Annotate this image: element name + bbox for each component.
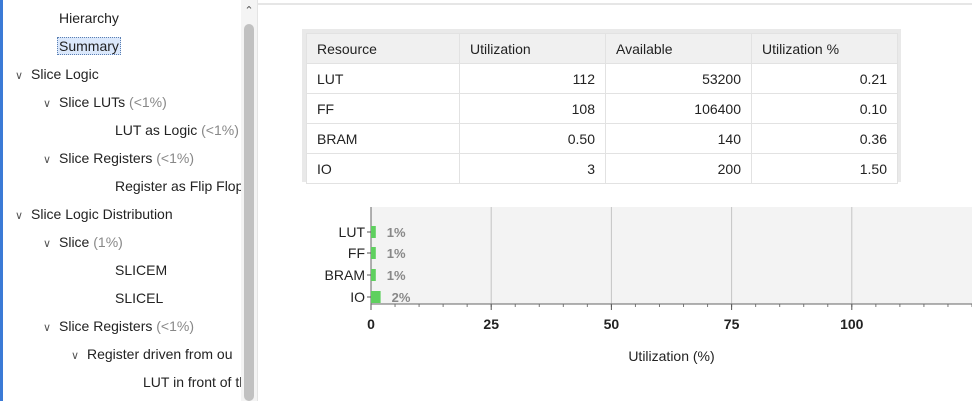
table-header-row: Resource Utilization Available Utilizati… xyxy=(306,33,898,64)
y-tick-label: BRAM xyxy=(325,267,365,283)
tree-item-label: Slice Logic Distribution xyxy=(31,206,173,222)
tree-item-label: Slice LUTs xyxy=(59,94,126,110)
tree-item-slice-logic-distribution[interactable]: ∨ Slice Logic Distribution xyxy=(15,201,173,227)
data-label: 1% xyxy=(387,268,406,283)
utilization-table: Resource Utilization Available Utilizati… xyxy=(306,33,898,184)
table-cell: 0.50 xyxy=(459,123,606,154)
x-tick-label: 50 xyxy=(604,316,620,332)
table-cell: IO xyxy=(306,153,460,184)
bar-io xyxy=(371,291,381,303)
expand-chevron-icon[interactable]: ∨ xyxy=(43,154,52,166)
table-cell: BRAM xyxy=(306,123,460,154)
table-cell: LUT xyxy=(306,63,460,94)
tree-item-label: SLICEL xyxy=(115,290,164,306)
tree-item-slicel[interactable]: SLICEL xyxy=(99,285,163,311)
tree-item-lut-as-logic[interactable]: LUT as Logic (<1%) xyxy=(99,117,239,143)
tree-item-label: Slice Logic xyxy=(31,66,99,82)
table-cell: FF xyxy=(306,93,460,124)
y-tick-label: LUT xyxy=(339,224,366,240)
table-cell: 3 xyxy=(459,153,606,184)
tree-item-label: Summary xyxy=(57,37,121,55)
tree-item-slice-registers[interactable]: ∨ Slice Registers (<1%) xyxy=(43,145,194,171)
x-axis-label: Utilization (%) xyxy=(628,348,714,364)
expand-chevron-icon[interactable]: ∨ xyxy=(15,210,24,222)
tree-item-register-as-flip-flop[interactable]: Register as Flip Flop (< xyxy=(99,173,241,199)
report-navigation-tree: Hierarchy Summary ∨ Slice Logic ∨ Slice LUTs … xyxy=(3,0,241,401)
table-cell: 140 xyxy=(605,123,752,154)
tree-item-label: LUT in front of the xyxy=(143,374,241,390)
tree-item-slice-luts[interactable]: ∨ Slice LUTs (<1%) xyxy=(43,89,167,115)
tree-item-label: Register driven from ou xyxy=(87,346,233,362)
tree-item-summary[interactable]: Summary xyxy=(43,33,121,59)
tree-item-hierarchy[interactable]: Hierarchy xyxy=(43,5,119,31)
data-label: 1% xyxy=(387,246,406,261)
y-tick-label: IO xyxy=(350,289,365,305)
tree-item-slice[interactable]: ∨ Slice (1%) xyxy=(43,229,123,255)
tree-item-label: Slice xyxy=(59,234,90,250)
table-cell: 0.36 xyxy=(751,123,898,154)
column-header-utilization-percent[interactable]: Utilization % xyxy=(751,33,898,64)
tree-item-slice-registers[interactable]: ∨ Slice Registers (<1%) xyxy=(43,313,194,339)
table-row[interactable]: LUT 112 53200 0.21 xyxy=(306,63,898,94)
table-row[interactable]: BRAM 0.50 140 0.36 xyxy=(306,123,898,154)
tree-item-percent: (<1%) xyxy=(152,150,194,166)
scroll-up-chevron-icon[interactable]: ⌃ xyxy=(244,5,254,17)
tree-item-label: Hierarchy xyxy=(59,10,119,26)
tree-item-percent: (<1%) xyxy=(197,122,239,138)
utilization-bar-chart: 0 25 50 75 100 LUT 1% FF 1% BRAM 1% IO 2% Utilization… xyxy=(325,207,972,364)
table-cell: 0.10 xyxy=(751,93,898,124)
expand-chevron-icon[interactable]: ∨ xyxy=(43,322,52,334)
expand-chevron-icon[interactable]: ∨ xyxy=(43,98,52,110)
x-tick-label: 25 xyxy=(483,316,499,332)
expand-chevron-icon[interactable]: ∨ xyxy=(71,350,80,362)
tree-item-percent: (1%) xyxy=(89,234,123,250)
top-separator xyxy=(258,3,972,5)
tree-item-percent: (<1%) xyxy=(125,94,167,110)
tree-item-slicem[interactable]: SLICEM xyxy=(99,257,167,283)
bar-ff xyxy=(371,247,376,259)
table-cell: 0.21 xyxy=(751,63,898,94)
x-tick-label: 75 xyxy=(724,316,740,332)
y-tick-label: FF xyxy=(348,245,365,261)
pane-divider[interactable] xyxy=(257,0,258,401)
tree-scrollbar[interactable]: ⌃ xyxy=(241,0,257,401)
bar-lut xyxy=(371,226,376,238)
table-cell: 108 xyxy=(459,93,606,124)
column-header-available[interactable]: Available xyxy=(605,33,752,64)
data-label: 1% xyxy=(387,225,406,240)
table-cell: 53200 xyxy=(605,63,752,94)
tree-item-label: Slice Registers xyxy=(59,150,153,166)
utilization-table-panel: Resource Utilization Available Utilizati… xyxy=(302,29,901,184)
tree-item-slice-logic[interactable]: ∨ Slice Logic xyxy=(15,61,99,87)
data-label: 2% xyxy=(392,290,411,305)
table-cell: 1.50 xyxy=(751,153,898,184)
tree-item-percent: (<1%) xyxy=(152,318,194,334)
table-cell: 200 xyxy=(605,153,752,184)
plot-area xyxy=(371,207,972,304)
scroll-thumb[interactable] xyxy=(244,24,254,401)
table-row[interactable]: FF 108 106400 0.10 xyxy=(306,93,898,124)
left-accent-bar xyxy=(0,0,3,401)
tree-item-label: Slice Registers xyxy=(59,318,153,334)
table-cell: 112 xyxy=(459,63,606,94)
x-tick-label: 0 xyxy=(367,316,375,332)
x-tick-label: 100 xyxy=(840,316,864,332)
tree-item-label: Register as Flip Flop xyxy=(115,178,241,194)
column-header-resource[interactable]: Resource xyxy=(306,33,460,64)
table-cell: 106400 xyxy=(605,93,752,124)
column-header-utilization[interactable]: Utilization xyxy=(459,33,606,64)
tree-item-label: LUT as Logic xyxy=(115,122,198,138)
table-row[interactable]: IO 3 200 1.50 xyxy=(306,153,898,184)
tree-item-label: SLICEM xyxy=(115,262,168,278)
tree-item-lut-in-front-of-the[interactable]: LUT in front of the xyxy=(127,369,241,395)
tree-item-register-driven-from-ou[interactable]: ∨ Register driven from ou xyxy=(71,341,233,367)
expand-chevron-icon[interactable]: ∨ xyxy=(43,238,52,250)
bar-bram xyxy=(371,269,376,281)
expand-chevron-icon[interactable]: ∨ xyxy=(15,70,24,82)
